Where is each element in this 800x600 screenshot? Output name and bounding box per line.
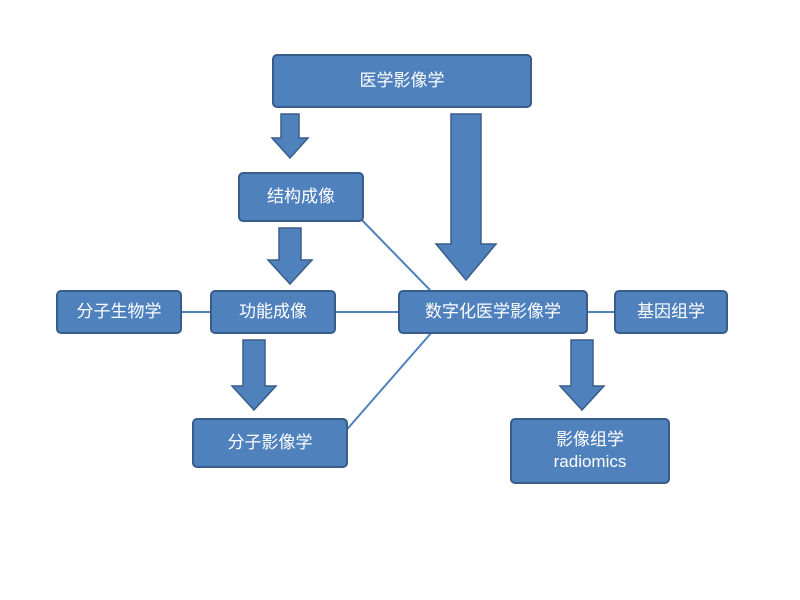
connector-line [336, 332, 432, 442]
connector-line [356, 214, 430, 290]
diagram-canvas: 医学影像学结构成像分子生物学功能成像 数字化医学影像学基因组学分子影像学 影像组学 … [0, 0, 800, 600]
block-arrow-down-icon [560, 340, 604, 410]
block-arrow-down-icon [272, 114, 308, 158]
node-struct: 结构成像 [238, 172, 364, 222]
block-arrow-down-icon [268, 228, 312, 284]
node-molbio: 分子生物学 [56, 290, 182, 334]
node-molimg: 分子影像学 [192, 418, 348, 468]
node-genomics: 基因组学 [614, 290, 728, 334]
block-arrow-down-icon [436, 114, 496, 280]
node-medimg: 医学影像学 [272, 54, 532, 108]
node-radiomics: 影像组学 radiomics [510, 418, 670, 484]
node-funcimg: 功能成像 [210, 290, 336, 334]
block-arrow-down-icon [232, 340, 276, 410]
node-digital: 数字化医学影像学 [398, 290, 588, 334]
